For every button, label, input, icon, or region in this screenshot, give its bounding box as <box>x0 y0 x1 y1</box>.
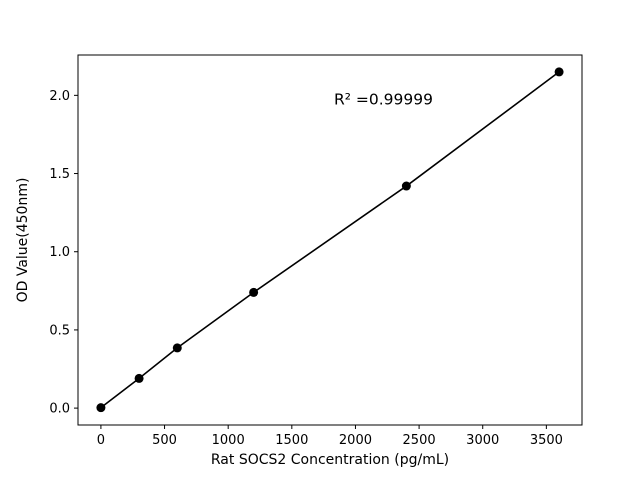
y-tick-label: 0.0 <box>49 402 70 417</box>
x-tick-label: 500 <box>152 433 177 448</box>
y-tick-label: 0.5 <box>49 323 70 338</box>
data-point <box>96 403 106 413</box>
data-point <box>172 343 182 353</box>
y-tick-label: 2.0 <box>49 89 70 104</box>
y-tick-label: 1.0 <box>49 245 70 260</box>
y-axis-label: OD Value(450nm) <box>15 178 31 303</box>
x-tick-label: 2500 <box>403 433 436 448</box>
data-point <box>249 287 259 297</box>
x-tick-label: 0 <box>97 433 105 448</box>
x-tick-label: 1000 <box>212 433 245 448</box>
plot-border <box>77 54 583 426</box>
x-tick-label: 1500 <box>275 433 308 448</box>
data-point <box>554 67 564 77</box>
data-point <box>401 181 411 191</box>
x-tick-label: 3500 <box>530 433 563 448</box>
x-tick-label: 2000 <box>339 433 372 448</box>
data-point <box>134 373 144 383</box>
fit-line <box>100 71 560 409</box>
x-axis-label: Rat SOCS2 Concentration (pg/mL) <box>211 452 449 468</box>
r-squared-annotation: R² =0.99999 <box>334 91 433 109</box>
y-tick-label: 1.5 <box>49 167 70 182</box>
x-tick-label: 3000 <box>466 433 499 448</box>
